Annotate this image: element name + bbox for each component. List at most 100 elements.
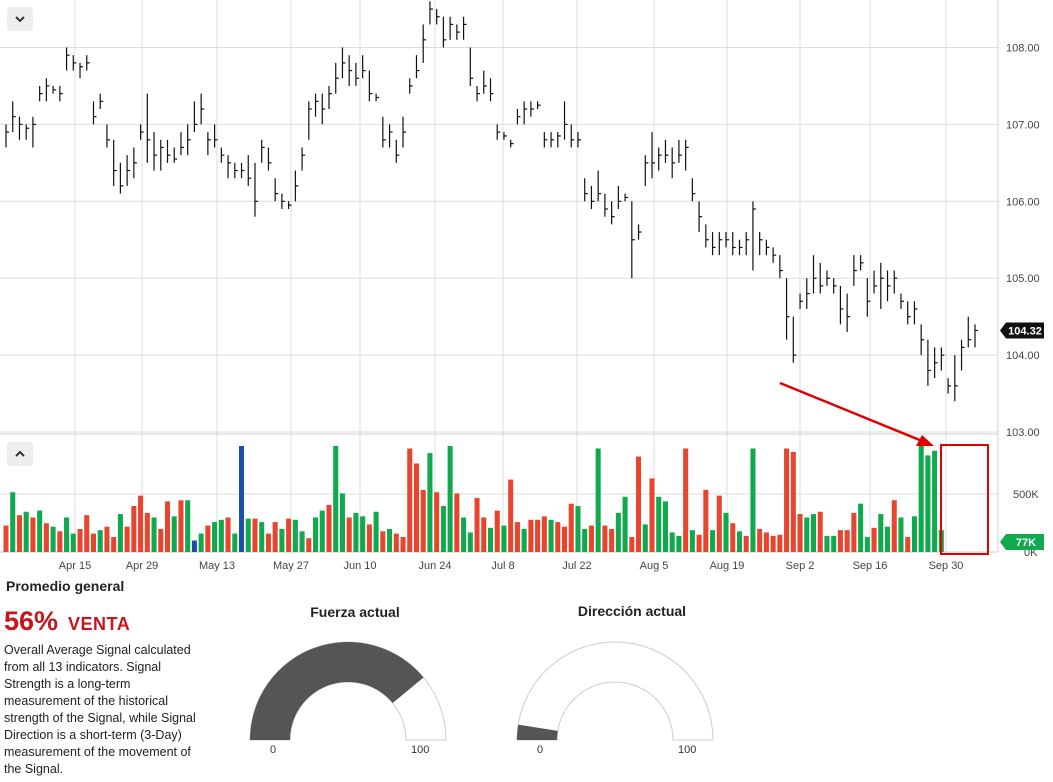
volume-bar xyxy=(918,446,924,552)
volume-bar xyxy=(346,517,352,552)
volume-bar xyxy=(837,530,843,552)
volume-bar xyxy=(191,540,197,552)
volume-bar xyxy=(710,530,716,552)
collapse-volume-panel-button[interactable] xyxy=(7,442,33,466)
volume-bar xyxy=(683,448,689,552)
volume-bar xyxy=(90,533,97,552)
volume-bar xyxy=(117,514,123,552)
volume-bar xyxy=(299,531,305,552)
volume-bar xyxy=(689,530,695,552)
gauge-track xyxy=(516,641,714,741)
volume-bar xyxy=(858,503,864,552)
volume-bar xyxy=(521,529,527,552)
volume-bar xyxy=(750,448,756,552)
volume-bar xyxy=(474,497,480,552)
volume-bar xyxy=(481,517,487,552)
volume-bar xyxy=(884,526,891,552)
volume-bar xyxy=(407,448,413,552)
volume-bar xyxy=(265,533,271,552)
signal-description: Overall Average Signal calculated from a… xyxy=(4,643,196,776)
date-tick-label: Sep 16 xyxy=(853,560,888,572)
volume-bar xyxy=(561,526,568,552)
volume-bar xyxy=(286,518,292,552)
volume-bar xyxy=(198,533,204,552)
volume-bar xyxy=(366,524,372,552)
volume-bar xyxy=(528,519,534,552)
volume-bar xyxy=(575,506,581,552)
annotation-highlight-box xyxy=(940,444,989,555)
volume-bar xyxy=(413,463,420,552)
volume-bar xyxy=(844,530,850,552)
volume-bar xyxy=(400,537,406,552)
volume-bar xyxy=(535,519,541,552)
volume-bar xyxy=(501,525,507,552)
volume-bar xyxy=(636,456,642,552)
volume-bar xyxy=(427,453,433,552)
volume-bar xyxy=(514,522,520,552)
date-tick-label: May 13 xyxy=(199,560,235,572)
volume-bar xyxy=(387,529,393,552)
date-tick-label: Apr 29 xyxy=(126,560,158,572)
volume-bar xyxy=(292,519,298,552)
volume-bar xyxy=(831,535,837,552)
price-tick-label: 105.00 xyxy=(1006,273,1040,285)
volume-bar xyxy=(864,537,870,552)
grid-lines xyxy=(0,0,999,553)
volume-bar xyxy=(252,518,258,552)
volume-bar xyxy=(158,529,164,552)
volume-bar xyxy=(555,522,561,552)
volume-bar xyxy=(333,446,339,552)
volume-bar xyxy=(595,448,601,552)
volume-bar xyxy=(777,534,783,552)
date-tick-label: Jun 24 xyxy=(418,560,451,572)
volume-bar xyxy=(23,511,29,552)
volume-bar xyxy=(804,517,810,552)
volume-bar xyxy=(440,506,446,552)
date-tick-label: Sep 2 xyxy=(786,560,815,572)
volume-bar xyxy=(548,519,554,552)
volume-bar xyxy=(784,448,790,552)
volume-bar xyxy=(259,522,265,552)
volume-bar xyxy=(225,517,231,552)
volume-tick-label: 500K xyxy=(1013,489,1039,501)
date-tick-label: Apr 15 xyxy=(59,560,91,572)
volume-bar xyxy=(319,510,325,552)
signal-label: VENTA xyxy=(68,614,131,634)
volume-bar xyxy=(541,516,547,552)
last-volume-tag xyxy=(1000,534,1044,550)
volume-bar xyxy=(757,529,763,552)
volume-bar xyxy=(393,533,399,552)
volume-bar xyxy=(218,519,224,552)
volume-bar xyxy=(339,493,345,552)
volume-bar xyxy=(723,512,729,552)
annotation-arrow-head xyxy=(916,435,934,446)
date-tick-label: Jul 8 xyxy=(491,560,514,572)
volume-bar xyxy=(326,504,332,552)
collapse-price-panel-button[interactable] xyxy=(7,7,33,31)
volume-bar xyxy=(124,526,130,552)
chevron-up-icon xyxy=(15,450,25,457)
volume-bar xyxy=(932,450,938,552)
volume-bar xyxy=(770,535,776,552)
volume-bar xyxy=(602,525,608,552)
signal-percent: 56% xyxy=(4,606,59,636)
volume-bar xyxy=(736,531,743,552)
volume-bar xyxy=(622,496,628,552)
volume-bar xyxy=(911,516,917,552)
gauge-strength xyxy=(249,641,447,741)
volume-bar xyxy=(279,529,285,552)
axis-labels: 108.00 107.00 106.00 105.00 104.00 103.00 500K… xyxy=(59,43,1044,572)
volume-bar xyxy=(461,517,467,552)
annotation xyxy=(779,381,989,555)
volume-bar xyxy=(57,531,63,552)
volume-bar xyxy=(824,535,830,552)
price-tick-label: 106.00 xyxy=(1006,196,1040,208)
gauge-direction xyxy=(516,641,714,741)
price-volume-chart: 108.00 107.00 106.00 105.00 104.00 103.00 500K… xyxy=(0,0,1044,572)
volume-bar xyxy=(212,522,218,552)
price-tick-label: 107.00 xyxy=(1006,119,1040,131)
volume-bar xyxy=(104,526,110,552)
volume-bar xyxy=(97,530,103,552)
volume-bar xyxy=(730,523,736,552)
volume-bar xyxy=(164,501,171,552)
